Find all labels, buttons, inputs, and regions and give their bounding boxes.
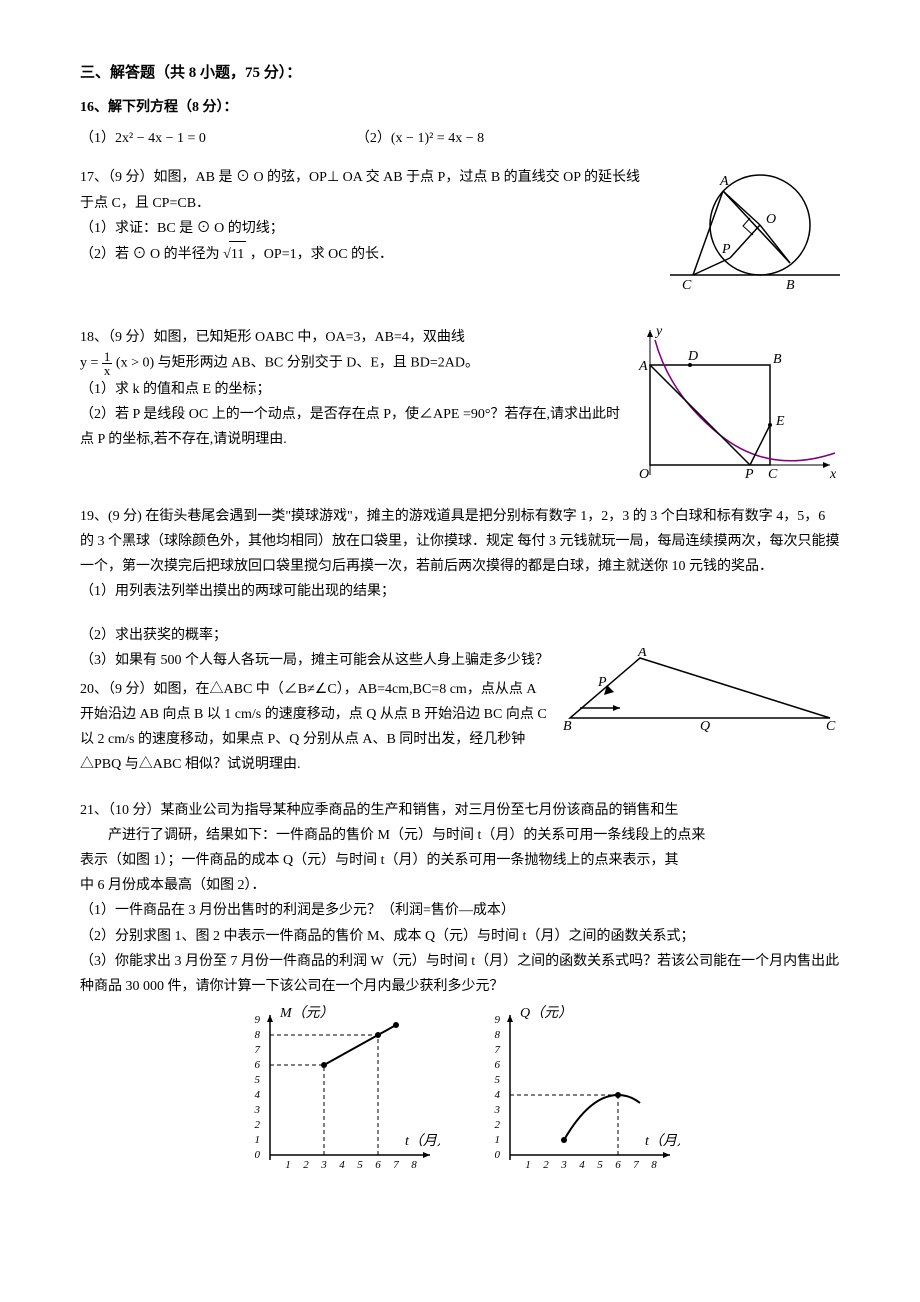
svg-text:2: 2: [303, 1159, 309, 1171]
svg-text:1: 1: [495, 1134, 501, 1146]
svg-text:2: 2: [543, 1159, 549, 1171]
svg-text:3: 3: [320, 1159, 327, 1171]
q18-figure: A D B E C O P x y: [630, 325, 840, 494]
svg-text:y: y: [654, 325, 663, 339]
q16-heading: 16、解下列方程（8 分）：: [80, 95, 840, 120]
section-title: 三、解答题（共 8 小题，75 分）：: [80, 60, 840, 87]
svg-text:4: 4: [339, 1159, 345, 1171]
q19-lead: 19、(9 分) 在街头巷尾会遇到一类"摸球游戏"，摊主的游戏道具是把分别标有数…: [80, 504, 840, 580]
svg-text:0: 0: [255, 1149, 261, 1161]
svg-text:4: 4: [495, 1089, 501, 1101]
svg-text:6: 6: [615, 1159, 621, 1171]
svg-text:1: 1: [255, 1134, 261, 1146]
svg-text:8: 8: [495, 1029, 501, 1041]
svg-text:5: 5: [357, 1159, 363, 1171]
svg-text:9: 9: [255, 1014, 261, 1026]
q17-figure: A O P C B: [660, 165, 840, 314]
svg-text:P: P: [744, 467, 754, 482]
q16-part1: （1）2x² − 4x − 1 = 0: [80, 126, 206, 151]
svg-text:4: 4: [579, 1159, 585, 1171]
svg-text:O: O: [639, 467, 649, 482]
svg-text:5: 5: [597, 1159, 603, 1171]
svg-text:4: 4: [255, 1089, 261, 1101]
svg-text:E: E: [775, 414, 785, 429]
q16-equations-row: （1）2x² − 4x − 1 = 0 （2）(x − 1)² = 4x − 8: [80, 126, 840, 151]
svg-text:8: 8: [255, 1029, 261, 1041]
svg-text:1: 1: [285, 1159, 291, 1171]
q19-part1: （1）用列表法列举出摸出的两球可能出现的结果；: [80, 579, 840, 604]
svg-text:Q（元）: Q（元）: [520, 1005, 572, 1021]
svg-text:t（月）: t（月）: [645, 1133, 680, 1149]
svg-text:A: A: [638, 359, 648, 374]
svg-text:C: C: [682, 278, 692, 293]
svg-text:1: 1: [525, 1159, 531, 1171]
svg-text:6: 6: [375, 1159, 381, 1171]
svg-text:7: 7: [495, 1044, 501, 1056]
q21-l3: 表示（如图 1）；一件商品的成本 Q（元）与时间 t（月）的关系可用一条抛物线上…: [80, 848, 840, 873]
q20-lead: 20、（9 分）如图，在△ABC 中（∠B≠∠C），AB=4cm,BC=8 cm…: [80, 682, 547, 773]
svg-text:7: 7: [255, 1044, 261, 1056]
svg-text:O: O: [766, 212, 776, 227]
svg-text:x: x: [829, 467, 837, 482]
svg-text:7: 7: [393, 1159, 399, 1171]
svg-text:2: 2: [255, 1119, 261, 1131]
svg-text:P: P: [721, 242, 731, 257]
q21-part3: （3）你能求出 3 月份至 7 月份一件商品的利润 W（元）与时间 t（月）之间…: [80, 949, 840, 999]
svg-text:3: 3: [254, 1104, 261, 1116]
svg-text:6: 6: [255, 1059, 261, 1071]
svg-text:6: 6: [495, 1059, 501, 1071]
svg-text:B: B: [773, 352, 782, 367]
svg-text:A: A: [637, 648, 647, 660]
question-21: 21、（10 分）某商业公司为指导某种应季商品的生产和销售，对三月份至七月份该商…: [80, 798, 840, 1176]
svg-text:5: 5: [255, 1074, 261, 1086]
question-16: 16、解下列方程（8 分）： （1）2x² − 4x − 1 = 0 （2）(x…: [80, 95, 840, 151]
svg-text:A: A: [719, 174, 729, 189]
svg-text:B: B: [786, 278, 795, 293]
q21-part2: （2）分别求图 1、图 2 中表示一件商品的售价 M、成本 Q（元）与时间 t（…: [80, 924, 840, 949]
q21-chart2: 0 1 2 3 4 5 6 7 8 9 1 2 3 4 5 6 7 8: [480, 1005, 680, 1175]
question-18: A D B E C O P x y 18、（9 分）如图，已知矩形 OABC 中…: [80, 325, 840, 494]
svg-text:8: 8: [651, 1159, 657, 1171]
svg-text:3: 3: [560, 1159, 567, 1171]
question-19: 19、(9 分) 在街头巷尾会遇到一类"摸球游戏"，摊主的游戏道具是把分别标有数…: [80, 504, 840, 788]
svg-text:8: 8: [411, 1159, 417, 1171]
svg-text:7: 7: [633, 1159, 639, 1171]
q21-part1: （1）一件商品在 3 月份出售时的利润是多少元？（利润=售价—成本）: [80, 898, 840, 923]
svg-text:C: C: [768, 467, 778, 482]
svg-text:3: 3: [494, 1104, 501, 1116]
q21-l4: 中 6 月份成本最高（如图 2）．: [80, 873, 840, 898]
q21-chart1: 0 1 2 3 4 5 6 7 8 9 1 2 3 4 5 6 7 8: [240, 1005, 440, 1175]
q21-l2: 产进行了调研，结果如下：一件商品的售价 M（元）与时间 t（月）的关系可用一条线…: [80, 823, 840, 848]
svg-text:5: 5: [495, 1074, 501, 1086]
svg-text:D: D: [687, 349, 698, 364]
question-17: A O P C B 17、（9 分）如图，AB 是 ⊙ O 的弦，OP⊥ OA …: [80, 165, 840, 314]
q21-lead: 21、（10 分）某商业公司为指导某种应季商品的生产和销售，对三月份至七月份该商…: [80, 798, 840, 823]
svg-text:0: 0: [495, 1149, 501, 1161]
svg-text:M（元）: M（元）: [279, 1005, 334, 1021]
q16-part2: （2）(x − 1)² = 4x − 8: [356, 126, 484, 151]
svg-text:2: 2: [495, 1119, 501, 1131]
svg-text:t（月）: t（月）: [405, 1133, 440, 1149]
q19-part2: （2）求出获奖的概率；: [80, 623, 840, 648]
question-20: 20、（9 分）如图，在△ABC 中（∠B≠∠C），AB=4cm,BC=8 cm…: [80, 677, 840, 778]
svg-text:9: 9: [495, 1014, 501, 1026]
